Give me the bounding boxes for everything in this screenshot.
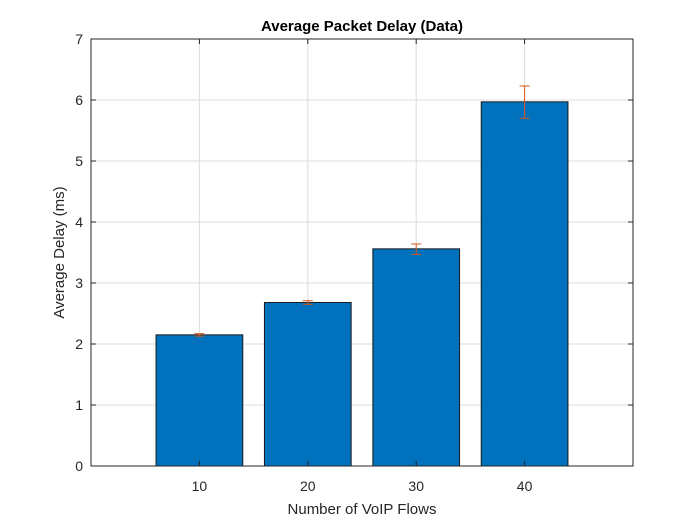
error-bar-20 [302,300,313,305]
x-axis-ticks: 10 20 30 40 [192,39,533,494]
y-tick-label: 2 [75,336,83,352]
error-bars [194,85,530,337]
y-axis-label: Average Delay (ms) [51,186,68,318]
error-bar-30 [411,243,422,255]
y-tick-label: 3 [75,275,83,291]
x-axis-label: Number of VoIP Flows [288,501,437,518]
bar-40 [480,101,569,467]
error-bar-10 [194,333,205,337]
bar-10 [155,334,244,467]
bar-20 [263,302,352,467]
y-tick-label: 6 [75,92,83,108]
chart-title: Average Packet Delay (Data) [261,18,463,35]
x-tick-label: 40 [517,478,533,494]
x-tick-label: 20 [300,478,316,494]
y-tick-label: 7 [75,31,83,47]
bar-30 [372,248,461,467]
y-tick-label: 4 [75,214,83,230]
bars [155,101,569,467]
x-tick-label: 30 [408,478,424,494]
y-tick-label: 1 [75,397,83,413]
y-tick-label: 5 [75,153,83,169]
x-tick-label: 10 [192,478,208,494]
error-bar-40 [519,85,530,119]
y-axis-ticks: 0 1 2 3 4 5 6 7 [75,31,633,474]
axes-frame [90,38,634,467]
y-tick-label: 0 [75,458,83,474]
